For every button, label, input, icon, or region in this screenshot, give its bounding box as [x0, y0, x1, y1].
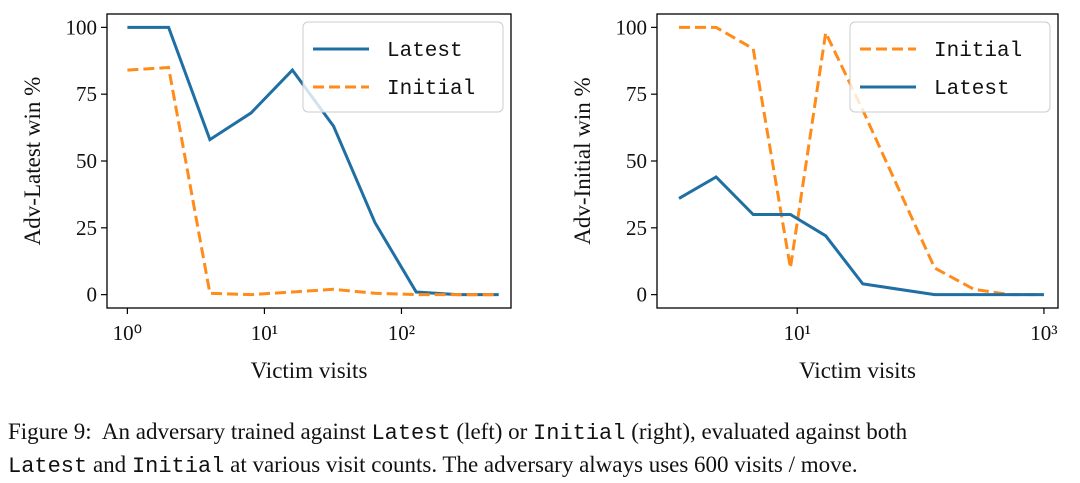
caption-text: (left) or [450, 419, 534, 444]
legend-box [849, 21, 1051, 113]
x-tick-label: 10¹ [251, 321, 278, 345]
legend-box [302, 21, 504, 113]
x-axis-label: Victim visits [799, 358, 916, 383]
plot-frame [106, 13, 512, 309]
series-line [678, 175, 1044, 297]
legend-label: Initial [387, 78, 475, 101]
legend-label: Latest [387, 40, 463, 63]
y-tick-label: 50 [626, 149, 647, 173]
y-tick-label: 25 [626, 216, 647, 240]
caption-text: Latest [8, 454, 88, 479]
y-tick-label: 100 [616, 15, 648, 39]
series-line [679, 25, 1044, 297]
y-axis-label: Adv-Initial win % [570, 77, 595, 244]
caption-text: Initial [131, 454, 225, 479]
caption-line: Latest and Initial at various visit coun… [8, 449, 907, 482]
x-tick-label: 10³ [1030, 321, 1057, 345]
x-axis-label: Victim visits [251, 358, 368, 383]
y-tick-label: 50 [76, 149, 97, 173]
y-tick-label: 25 [76, 216, 97, 240]
caption: Figure 9: An adversary trained against L… [8, 416, 907, 482]
legend-label: Latest [934, 78, 1010, 101]
charts: 0 25 50 75 100 10⁰ 10¹ 10² Victim visits Adv-Late… [20, 13, 1059, 383]
caption-text: Figure 9: An adversary trained against [8, 419, 372, 444]
legend-label: Initial [934, 40, 1022, 63]
x-tick-label: 10⁰ [113, 321, 142, 345]
caption-text: (right), evaluated against both [625, 419, 908, 444]
caption-text: and [87, 452, 132, 477]
y-tick-label: 0 [637, 283, 648, 307]
y-tick-label: 0 [87, 283, 98, 307]
plot-frame [656, 13, 1059, 309]
y-tick-label: 100 [66, 15, 98, 39]
caption-line: Figure 9: An adversary trained against L… [8, 416, 907, 449]
caption-text: at various visit counts. The adversary a… [224, 452, 858, 477]
x-tick-label: 10² [388, 321, 415, 345]
x-tick-label: 10¹ [784, 321, 811, 345]
y-axis-label: Adv-Latest win % [20, 77, 45, 246]
caption-text: Latest [371, 421, 451, 446]
y-tick-label: 75 [626, 82, 647, 106]
y-tick-label: 75 [76, 82, 97, 106]
caption-text: Initial [533, 421, 626, 446]
series-line [127, 65, 499, 297]
